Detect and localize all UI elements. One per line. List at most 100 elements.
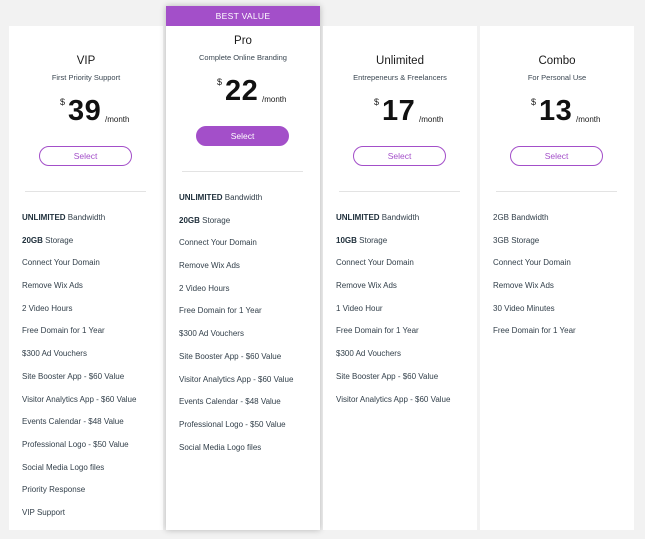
price-amount: 13 [539,95,573,127]
select-button-combo[interactable]: Select [510,146,603,166]
feature-highlight: 20GB [179,215,200,225]
feature-item: 3GB Storage [493,235,576,258]
plan-subtitle: First Priority Support [51,73,121,82]
feature-highlight: UNLIMITED [336,213,380,222]
feature-text: 2 Video Hours [22,303,73,313]
feature-item: Visitor Analytics App - $60 Value [22,394,136,417]
plan-subtitle: Entrepeneurs & Freelancers [353,73,447,82]
price-period: /month [419,115,444,124]
feature-item: Site Booster App - $60 Value [22,371,136,394]
feature-text: Free Domain for 1 Year [336,326,419,336]
price-amount: 17 [382,95,416,127]
plan-name: Unlimited [376,55,424,67]
price-currency: $ [60,97,66,107]
feature-text: Free Domain for 1 Year [493,326,576,336]
feature-item: 10GB Storage [336,235,450,258]
feature-text: Professional Logo - $50 Value [22,439,129,449]
feature-text: Visitor Analytics App - $60 Value [22,394,137,404]
feature-item: 20GB Storage [179,215,293,238]
feature-text: Site Booster App - $60 Value [336,371,439,381]
feature-text: Site Booster App - $60 Value [179,351,282,361]
feature-item: VIP Support [22,507,136,530]
price-currency: $ [217,77,223,87]
feature-item: 2GB Bandwidth [493,212,576,235]
plan-name: Pro [234,35,252,47]
feature-text: 1 Video Hour [336,303,383,313]
feature-text: Connect Your Domain [179,238,257,248]
price-amount: 39 [68,95,102,127]
feature-list: UNLIMITED Bandwidth 20GB Storage Connect Y… [22,212,136,530]
feature-highlight: 10GB [336,235,357,245]
select-button-pro[interactable]: Select [196,126,289,146]
feature-text: Connect Your Domain [336,258,414,268]
feature-text: Professional Logo - $50 Value [179,419,286,429]
feature-highlight: UNLIMITED [179,193,223,202]
price-currency: $ [374,97,380,107]
feature-item: Professional Logo - $50 Value [22,439,136,462]
feature-item: Connect Your Domain [22,257,136,280]
feature-item: Connect Your Domain [336,257,450,280]
feature-item: Social Media Logo files [179,442,293,465]
price-currency: $ [531,97,537,107]
feature-item: Visitor Analytics App - $60 Value [336,394,450,417]
feature-highlight: UNLIMITED [22,213,66,222]
feature-text: VIP Support [22,507,65,517]
feature-text: Social Media Logo files [179,442,262,452]
plan-card-combo: Combo For Personal Use $ 13 /month Selec… [480,26,634,530]
feature-text: $300 Ad Vouchers [22,349,87,359]
feature-text: Connect Your Domain [22,258,100,268]
divider [25,191,146,192]
plan-price: $ 22 /month [166,76,320,110]
feature-item: $300 Ad Vouchers [22,348,136,371]
feature-text: Visitor Analytics App - $60 Value [336,394,451,404]
feature-text: Remove Wix Ads [493,281,554,291]
plan-subtitle: For Personal Use [527,73,587,82]
feature-item: Visitor Analytics App - $60 Value [179,374,293,397]
feature-text: Remove Wix Ads [336,281,397,291]
feature-item: 30 Video Minutes [493,303,576,326]
plan-card-unlimited: Unlimited Entrepeneurs & Freelancers $ 1… [323,26,477,530]
feature-item: Remove Wix Ads [336,280,450,303]
feature-item: Free Domain for 1 Year [179,305,293,328]
feature-item: UNLIMITED Bandwidth [179,192,293,215]
feature-list: 2GB Bandwidth 3GB Storage Connect Your Dom… [493,212,576,348]
select-button-unlimited[interactable]: Select [353,146,446,166]
feature-item: Connect Your Domain [493,257,576,280]
feature-text: 30 Video Minutes [493,303,555,313]
divider [496,191,617,192]
feature-text: 2GB Bandwidth [493,213,549,222]
plan-price: $ 17 /month [323,96,477,130]
price-period: /month [105,115,130,124]
feature-text: Priority Response [22,485,86,495]
price-period: /month [262,95,287,104]
feature-text: Bandwidth [222,193,263,202]
feature-text: Events Calendar - $48 Value [22,417,124,427]
feature-text: 2 Video Hours [179,283,230,293]
price-period: /month [576,115,601,124]
feature-item: Free Domain for 1 Year [493,325,576,348]
divider [182,171,303,172]
feature-item: 1 Video Hour [336,303,450,326]
feature-item: Remove Wix Ads [22,280,136,303]
feature-text: Events Calendar - $48 Value [179,397,281,407]
feature-item: Free Domain for 1 Year [336,325,450,348]
feature-text: Bandwidth [65,213,106,222]
feature-item: 2 Video Hours [22,303,136,326]
feature-text: Remove Wix Ads [22,281,83,291]
feature-item: Free Domain for 1 Year [22,325,136,348]
feature-highlight: 20GB [22,235,43,245]
feature-text: Bandwidth [379,213,420,222]
feature-item: Events Calendar - $48 Value [179,396,293,419]
feature-item: Connect Your Domain [179,237,293,260]
plan-price: $ 13 /month [480,96,634,130]
select-button-vip[interactable]: Select [39,146,132,166]
feature-text: Remove Wix Ads [179,261,240,271]
feature-text: $300 Ad Vouchers [179,329,244,339]
feature-text: Visitor Analytics App - $60 Value [179,374,294,384]
feature-item: Remove Wix Ads [493,280,576,303]
feature-text: 3GB Storage [493,235,540,245]
feature-text: Storage [42,235,74,245]
plan-name: Combo [538,55,576,67]
feature-item: 2 Video Hours [179,283,293,306]
feature-list: UNLIMITED Bandwidth 20GB Storage Connect Y… [179,192,293,464]
